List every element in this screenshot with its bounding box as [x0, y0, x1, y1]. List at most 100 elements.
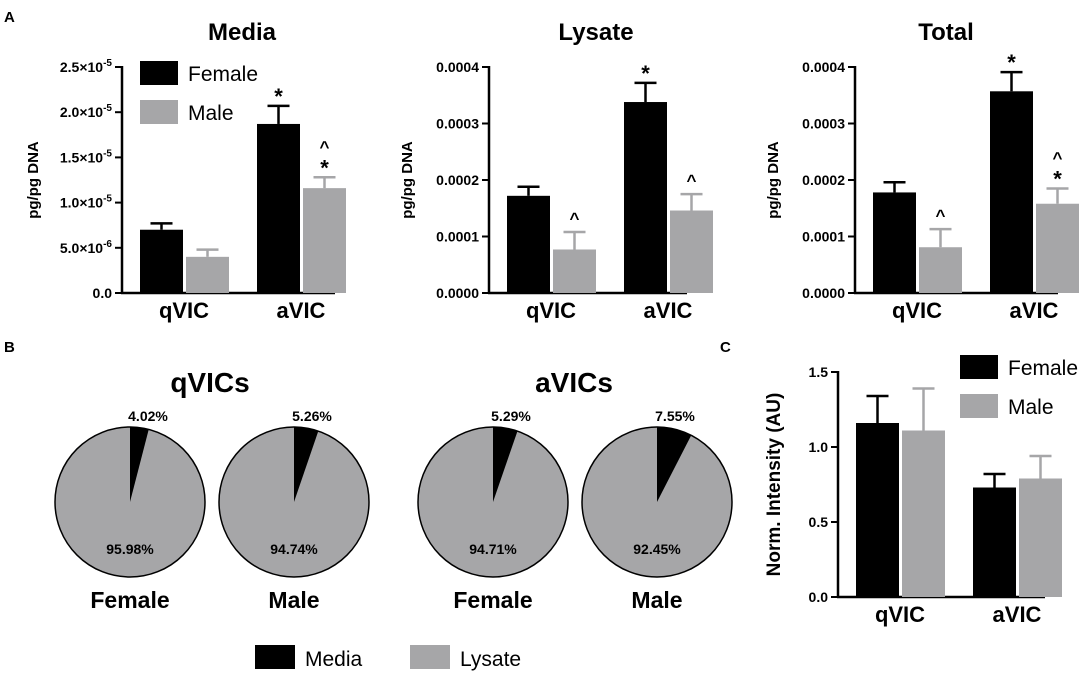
- total-ylabel: pg/pg DNA: [765, 141, 782, 219]
- pie-media-slice: [294, 427, 319, 502]
- total-significance-mark: *: [1007, 50, 1016, 75]
- media-significance-mark: *: [274, 84, 283, 109]
- intensity-category-label: aVIC: [993, 602, 1042, 627]
- total-bar-chart: Total pg/pg DNA 0.0000 0.0001 0.0002 0.0003 0.…: [765, 19, 1079, 323]
- pie-lysate-percent: 92.45%: [633, 541, 681, 557]
- total-y-tick-label: 0.0004: [802, 59, 845, 75]
- media-category-label: qVIC: [159, 298, 209, 323]
- total-y-tick-label: 0.0000: [802, 285, 845, 301]
- lysate-significance-mark: ^: [687, 171, 697, 190]
- media-category-label: aVIC: [277, 298, 326, 323]
- total-significance-mark: ^: [1053, 148, 1063, 167]
- intensity-y-tick-label: 1.0: [809, 439, 829, 455]
- lysate-ylabel: pg/pg DNA: [399, 141, 416, 219]
- pie-lysate-percent: 95.98%: [106, 541, 154, 557]
- pie-label: Male: [631, 587, 682, 613]
- pie-media-percent: 5.26%: [292, 408, 332, 424]
- intensity-bar-chart: Norm. Intensity (AU) 0.0 0.5 1.0 1.5 qVIC aVIC: [764, 364, 1062, 627]
- intensity-bar-male-avic: [1019, 478, 1062, 597]
- legend-pie: Media Lysate: [255, 645, 521, 671]
- media-bar-male-qvic: [186, 256, 229, 293]
- media-title: Media: [208, 19, 277, 46]
- pie-group-title: qVICs: [170, 367, 249, 398]
- pie-media-slice: [493, 427, 518, 502]
- legend-c-female-swatch: [960, 355, 998, 379]
- total-y-tick-label: 0.0002: [802, 172, 845, 188]
- pie-media-slice: [657, 427, 692, 502]
- panel-label-c: C: [720, 339, 731, 356]
- total-bar-male-qvic: [919, 247, 962, 293]
- total-bar-female-qvic: [873, 192, 916, 293]
- lysate-title: Lysate: [558, 19, 633, 46]
- pie-label: Female: [453, 587, 532, 613]
- intensity-y-tick-label: 0.0: [809, 589, 829, 605]
- media-y-tick-label: 2.5×10-5: [60, 58, 113, 75]
- media-y-tick-label: 1.0×10-5: [60, 194, 113, 211]
- intensity-bar-male-qvic: [902, 430, 945, 597]
- total-category-label: aVIC: [1010, 298, 1059, 323]
- media-significance-mark: *: [320, 155, 329, 180]
- pie-media-slice: [130, 427, 149, 502]
- pie-lysate-percent: 94.74%: [270, 541, 318, 557]
- total-bar-male-avic: [1036, 203, 1079, 293]
- media-y-tick-label: 0.0: [93, 285, 113, 301]
- lysate-y-tick-label: 0.0003: [436, 116, 479, 132]
- media-y-tick-label: 5.0×10-6: [60, 239, 113, 256]
- lysate-y-tick-label: 0.0004: [436, 59, 479, 75]
- legend-intensity: Female Male: [960, 355, 1078, 419]
- legend-lysate-label: Lysate: [460, 648, 521, 671]
- intensity-ylabel: Norm. Intensity (AU): [764, 393, 785, 577]
- total-title: Total: [918, 19, 974, 46]
- lysate-bar-male-avic: [670, 210, 713, 293]
- lysate-significance-mark: *: [641, 61, 650, 86]
- pie-group-title: aVICs: [535, 367, 613, 398]
- lysate-category-label: qVIC: [526, 298, 576, 323]
- total-significance-mark: ^: [936, 206, 946, 225]
- legend-female-swatch: [140, 61, 178, 85]
- lysate-bar-female-avic: [624, 102, 667, 293]
- lysate-y-tick-label: 0.0000: [436, 285, 479, 301]
- intensity-category-label: qVIC: [875, 602, 925, 627]
- media-significance-mark: ^: [320, 137, 330, 156]
- pie-label: Female: [90, 587, 169, 613]
- pie-media-percent: 5.29%: [491, 408, 531, 424]
- legend-c-male-swatch: [960, 394, 998, 418]
- intensity-y-tick-label: 1.5: [809, 364, 829, 380]
- panel-label-b: B: [4, 339, 15, 356]
- legend-c-female-label: Female: [1008, 357, 1078, 380]
- lysate-bar-female-qvic: [507, 195, 550, 293]
- media-bar-female-qvic: [140, 229, 183, 293]
- total-y-tick-label: 0.0003: [802, 116, 845, 132]
- intensity-y-tick-label: 0.5: [809, 514, 829, 530]
- lysate-bar-chart: Lysate pg/pg DNA 0.0000 0.0001 0.0002 0.0003 0…: [399, 19, 713, 323]
- legend-male-label: Male: [188, 102, 234, 125]
- total-significance-mark: *: [1053, 166, 1062, 191]
- legend-lysate-swatch: [410, 645, 450, 669]
- intensity-bar-female-qvic: [856, 423, 899, 597]
- total-bar-female-avic: [990, 91, 1033, 293]
- media-ylabel: pg/pg DNA: [25, 141, 42, 219]
- legend-media-swatch: [255, 645, 295, 669]
- media-bar-chart: Media pg/pg DNA 0.0 5.0×10-6 1.0×10-5 1.5×10-…: [25, 19, 346, 323]
- total-category-label: qVIC: [892, 298, 942, 323]
- media-y-tick-label: 1.5×10-5: [60, 148, 113, 165]
- lysate-y-tick-label: 0.0001: [436, 229, 479, 245]
- media-bar-male-avic: [303, 188, 346, 293]
- legend-male-swatch: [140, 100, 178, 124]
- intensity-bar-female-avic: [973, 487, 1016, 597]
- media-bar-female-avic: [257, 123, 300, 294]
- pie-lysate-percent: 94.71%: [469, 541, 517, 557]
- pie-media-percent: 4.02%: [128, 408, 168, 424]
- lysate-bar-male-qvic: [553, 249, 596, 293]
- panel-label-a: A: [4, 9, 15, 26]
- lysate-category-label: aVIC: [644, 298, 693, 323]
- lysate-significance-mark: ^: [570, 209, 580, 228]
- pie-label: Male: [268, 587, 319, 613]
- legend-c-male-label: Male: [1008, 396, 1054, 419]
- pie-media-percent: 7.55%: [655, 408, 695, 424]
- total-y-tick-label: 0.0001: [802, 229, 845, 245]
- lysate-y-tick-label: 0.0002: [436, 172, 479, 188]
- legend-female-label: Female: [188, 63, 258, 86]
